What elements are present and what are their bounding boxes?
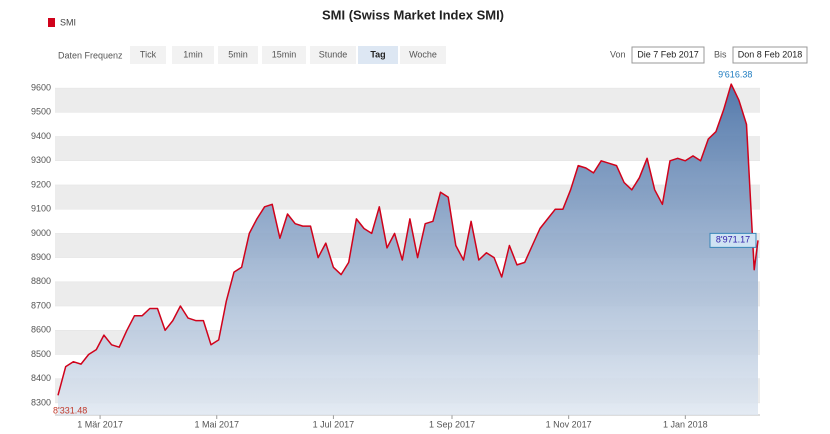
x-tick-label: 1 Jan 2018: [663, 419, 708, 429]
frequency-button[interactable]: [172, 46, 214, 64]
y-tick-label: 9500: [31, 107, 51, 117]
frequency-button-label[interactable]: 1min: [183, 49, 203, 59]
to-value[interactable]: Don 8 Feb 2018: [738, 49, 803, 59]
value-label: 9'616.38: [718, 70, 752, 80]
to-input[interactable]: [732, 46, 808, 64]
legend-swatch: [48, 18, 55, 27]
frequency-button[interactable]: [400, 46, 446, 64]
plot: 8300 8400 8500 8600 8700 8800 8900 9000 9100 9200…: [31, 70, 760, 429]
y-tick-label: 9100: [31, 204, 51, 214]
y-tick-label: 9600: [31, 82, 51, 92]
frequency-button[interactable]: [310, 46, 356, 64]
y-tick-label: 8300: [31, 397, 51, 407]
grid-band: [55, 88, 760, 113]
line: [57, 83, 759, 396]
y-tick-label: 9000: [31, 228, 51, 238]
y-tick-label: 8800: [31, 276, 51, 286]
frequency-button-label[interactable]: Tag: [370, 49, 385, 59]
frequency-button-label[interactable]: 15min: [272, 49, 297, 59]
frequency-button-label[interactable]: 5min: [228, 49, 248, 59]
y-tick-label: 8900: [31, 252, 51, 262]
from-input[interactable]: [631, 46, 705, 64]
frequency-button[interactable]: [130, 46, 166, 64]
frequency-button-label[interactable]: Woche: [409, 49, 437, 59]
y-tick-label: 9400: [31, 131, 51, 141]
x-tick-label: 1 Jul 2017: [313, 419, 355, 429]
value-label-box: [709, 232, 757, 248]
y-tick-label: 8600: [31, 325, 51, 335]
x-tick-label: 1 Sep 2017: [429, 419, 475, 429]
value-label: 8'331.48: [53, 406, 87, 416]
frequency-button-label[interactable]: Stunde: [319, 49, 348, 59]
x-tick-label: 1 Mai 2017: [194, 419, 239, 429]
grid-band: [55, 136, 760, 161]
frequency-button[interactable]: [218, 46, 258, 64]
value-label: 8'971.17: [716, 235, 750, 245]
from-label: Von: [610, 49, 626, 59]
area: [58, 84, 758, 415]
frequency-label: Daten Frequenz: [58, 50, 123, 60]
chart-title: SMI (Swiss Market Index SMI): [322, 7, 504, 22]
frequency-button-label[interactable]: Tick: [140, 49, 157, 59]
frequency-button[interactable]: [262, 46, 306, 64]
legend-label: SMI: [60, 17, 76, 27]
y-tick-label: 8400: [31, 373, 51, 383]
x-tick-label: 1 Nov 2017: [546, 419, 592, 429]
y-tick-label: 8500: [31, 349, 51, 359]
to-label: Bis: [714, 49, 727, 59]
y-tick-label: 9200: [31, 179, 51, 189]
frequency-buttons: Tick 1min 5min 15min Stunde Tag Woche: [130, 46, 446, 64]
x-tick-label: 1 Mär 2017: [77, 419, 123, 429]
frequency-button[interactable]: [358, 46, 398, 64]
y-tick-label: 9300: [31, 155, 51, 165]
y-tick-label: 8700: [31, 300, 51, 310]
from-value[interactable]: Die 7 Feb 2017: [637, 49, 699, 59]
